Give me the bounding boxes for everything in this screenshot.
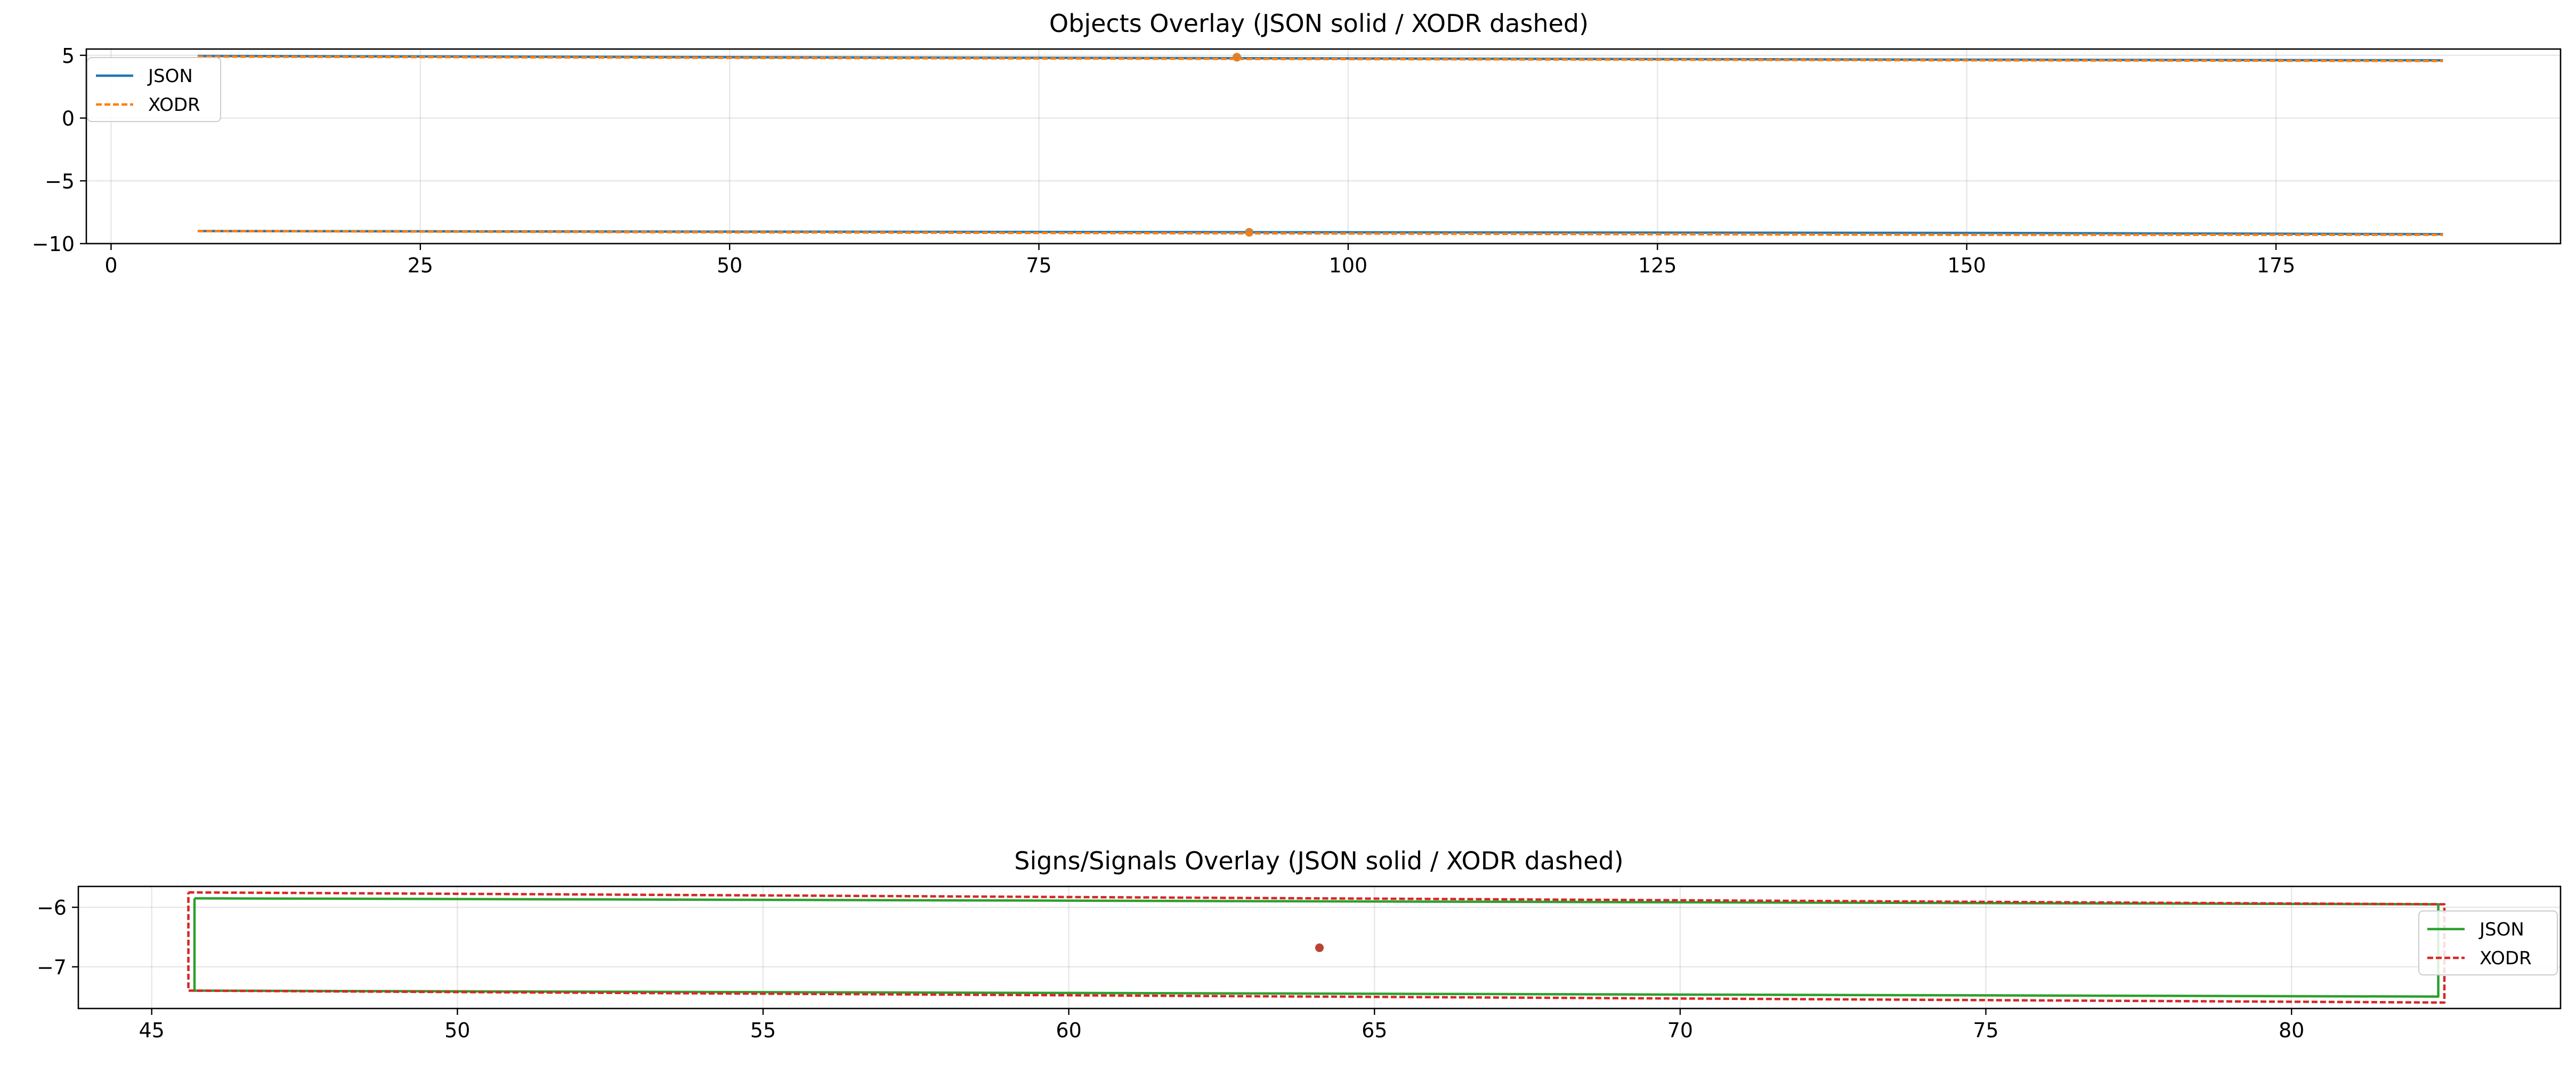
signs-xodr-series-point — [1315, 943, 1324, 953]
objects-xodr-series-line — [197, 55, 2443, 62]
objects-x-tick-label: 150 — [1947, 254, 1986, 277]
signs-y-tick-label: −7 — [37, 956, 67, 979]
signs-x-tick-label: 75 — [1973, 1019, 1998, 1042]
signs-axes-frame — [77, 885, 2562, 1010]
signs-x-tick-label: 65 — [1362, 1019, 1387, 1042]
objects-y-tick-label: −5 — [45, 170, 75, 193]
objects-legend-label-json: JSON — [147, 66, 193, 87]
objects-x-tick-label: 175 — [2257, 254, 2296, 277]
signs-x-tick-label: 60 — [1056, 1019, 1081, 1042]
signs-legend-label-xodr: XODR — [2480, 948, 2532, 969]
objects-x-tick-label: 125 — [1638, 254, 1677, 277]
signs-x-tick-label: 70 — [1667, 1019, 1693, 1042]
signs-y-tick-label: −6 — [37, 896, 67, 919]
signs-x-tick-label: 50 — [444, 1019, 470, 1042]
signs-x-tick-label: 55 — [750, 1019, 776, 1042]
objects-y-tick-label: −10 — [32, 232, 75, 256]
objects-axes-frame — [85, 48, 2562, 245]
signs-legend-label-json: JSON — [2478, 919, 2524, 940]
objects-x-tick-label: 75 — [1026, 254, 1051, 277]
objects-xodr-series-point — [1232, 53, 1241, 62]
objects-xodr-series-point — [1245, 228, 1254, 237]
objects-x-tick-label: 100 — [1329, 254, 1368, 277]
objects-legend-box — [87, 57, 221, 122]
objects-y-tick-label: 5 — [62, 44, 75, 68]
signs-signals-overlay-chart: 45 50 55 60 65 70 75 80 −6 −7 JSON XODR — [37, 885, 2562, 1042]
objects-x-tick-label: 25 — [408, 254, 433, 277]
objects-y-tick-label: 0 — [62, 107, 75, 131]
signs-json-series-line — [193, 897, 2440, 998]
objects-legend-label-xodr: XODR — [148, 94, 200, 116]
signs-legend: JSON XODR — [2418, 910, 2558, 975]
signs-x-tick-label: 45 — [139, 1019, 164, 1042]
objects-chart-title: Objects Overlay (JSON solid / XODR dashe… — [1049, 9, 1589, 38]
signs-chart-title: Signs/Signals Overlay (JSON solid / XODR… — [1014, 846, 1623, 875]
objects-legend: JSON XODR — [87, 57, 221, 122]
objects-xodr-series-line — [197, 230, 2443, 236]
signs-xodr-series-line — [187, 891, 2446, 1004]
objects-x-tick-label: 50 — [717, 254, 742, 277]
objects-x-tick-label: 0 — [104, 254, 117, 277]
signs-x-tick-label: 80 — [2279, 1019, 2304, 1042]
